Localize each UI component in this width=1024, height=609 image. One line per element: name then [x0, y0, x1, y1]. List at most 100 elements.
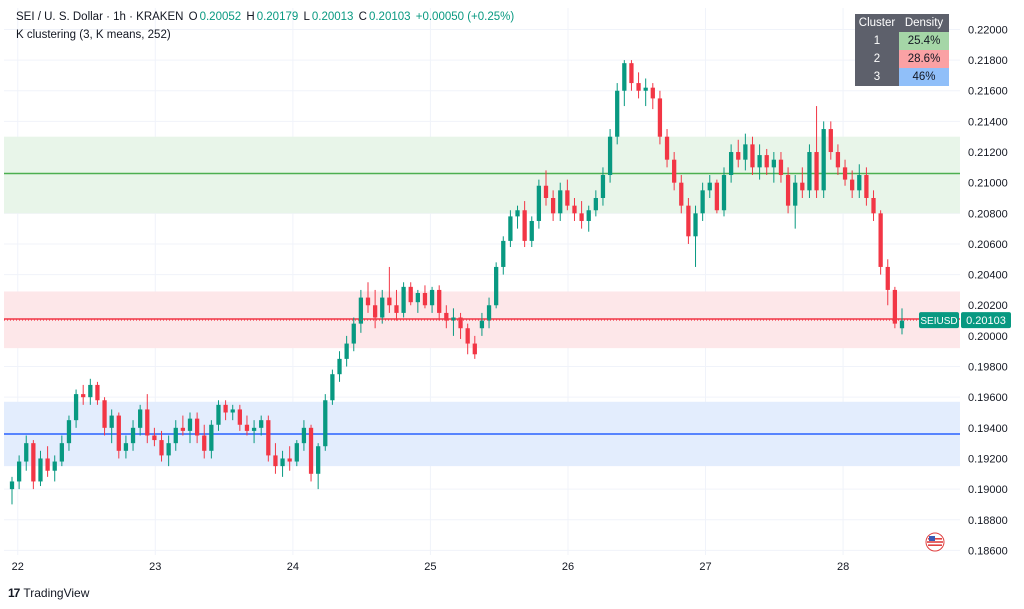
candle-body: [615, 90, 620, 137]
date-tick-label: 26: [562, 561, 574, 573]
candle-body: [458, 317, 463, 329]
candle-body: [707, 182, 712, 191]
candle: [479, 312, 485, 336]
candle: [543, 170, 549, 206]
candle: [59, 435, 64, 467]
candle: [259, 415, 264, 436]
candle: [807, 144, 812, 198]
candle-body: [173, 427, 178, 444]
candle: [728, 144, 734, 183]
candle-body: [138, 409, 143, 428]
candle: [301, 420, 307, 451]
candle-body: [415, 292, 420, 303]
candle: [323, 394, 328, 451]
candle-body: [166, 443, 171, 456]
candle: [643, 78, 648, 107]
candle: [778, 152, 784, 183]
candle-body: [472, 343, 477, 355]
candle-body: [835, 152, 841, 168]
symbol-legend-row[interactable]: SEI / U. S. Dollar · 1h · KRAKEN O 0.2005…: [16, 8, 516, 26]
candle: [793, 175, 798, 229]
candle: [294, 440, 299, 467]
candle-body: [550, 197, 556, 214]
candle: [750, 136, 755, 176]
candle: [615, 83, 620, 145]
candle: [116, 412, 121, 459]
cluster-density: 28.6%: [899, 50, 949, 68]
candle: [216, 400, 221, 431]
candle-body: [408, 286, 413, 303]
candle: [529, 216, 534, 248]
candle: [871, 190, 876, 221]
candle-body: [793, 182, 798, 206]
date-tick-label: 27: [699, 561, 711, 573]
candle-body: [771, 159, 776, 168]
price-tick-label: 0.18800: [968, 515, 1008, 527]
candle-body: [515, 210, 520, 217]
candle: [266, 415, 271, 462]
candle-body: [294, 443, 299, 462]
candle-body: [664, 136, 670, 160]
time-axis[interactable]: 22 23 24 25 26 27 28: [12, 561, 850, 573]
price-tick-label: 0.20000: [968, 331, 1008, 343]
candle-body: [266, 420, 271, 456]
candle-body: [45, 458, 50, 471]
candle: [102, 397, 107, 436]
chart-legend: SEI / U. S. Dollar · 1h · KRAKEN O 0.2005…: [16, 8, 516, 44]
candle-body: [202, 435, 207, 451]
candle: [16, 455, 22, 490]
candle-body: [501, 240, 506, 267]
candle-body: [38, 458, 43, 482]
candle-body: [372, 305, 378, 318]
candle: [429, 286, 435, 313]
high-label: H: [246, 11, 255, 23]
candle: [194, 412, 200, 444]
price-tag: SEIUSD 0.20103: [4, 312, 1011, 329]
candle-body: [59, 443, 64, 462]
price-axis[interactable]: 0.22000 0.21800 0.21600 0.21400 0.21200 0.210…: [968, 24, 1008, 557]
candle: [159, 430, 164, 462]
symbol-line[interactable]: SEI / U. S. Dollar · 1h · KRAKEN: [16, 11, 184, 23]
candle-body: [244, 424, 250, 431]
date-tick-label: 24: [287, 561, 299, 573]
candle-body: [878, 213, 883, 267]
price-tick-label: 0.21000: [968, 178, 1008, 190]
candle-body: [693, 213, 698, 237]
candle-body: [714, 182, 720, 211]
candle-body: [721, 175, 727, 211]
indicator-legend[interactable]: K clustering (3, K means, 252): [16, 29, 171, 41]
candle: [358, 289, 364, 333]
candle: [707, 175, 712, 198]
candle: [593, 190, 598, 217]
candle: [251, 420, 257, 444]
candle-body: [785, 175, 791, 206]
candle: [38, 450, 43, 487]
candle-body: [323, 400, 328, 447]
candle-body: [251, 427, 257, 431]
symbol-tag-bg: [919, 312, 959, 329]
candle: [138, 404, 143, 436]
candle-body: [572, 205, 577, 214]
candle-body: [600, 175, 606, 198]
tradingview-watermark[interactable]: 17 TradingView: [8, 586, 89, 600]
candle-body: [330, 374, 335, 401]
us-flag-icon[interactable]: [925, 532, 945, 552]
candle: [458, 312, 463, 339]
date-tick-label: 23: [149, 561, 161, 573]
price-tick-label: 0.19600: [968, 392, 1008, 404]
candle: [372, 289, 378, 329]
cluster-density: 46%: [899, 68, 949, 86]
candle: [486, 297, 492, 329]
candle: [451, 308, 456, 336]
price-tick-label: 0.21400: [968, 116, 1008, 128]
candle: [444, 305, 449, 329]
open-label: O: [188, 11, 198, 23]
price-tick-label: 0.18600: [968, 545, 1008, 557]
high-value: 0.20179: [256, 11, 299, 23]
date-tick-label: 25: [424, 561, 436, 573]
candle-body: [529, 220, 534, 241]
candle: [9, 476, 15, 505]
candle-body: [522, 210, 527, 241]
candle-body: [73, 394, 79, 421]
